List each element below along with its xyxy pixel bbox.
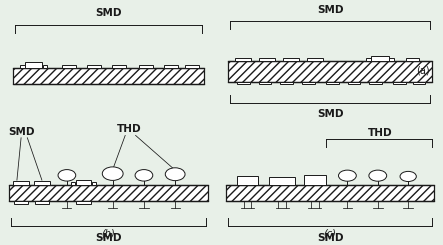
Ellipse shape <box>58 170 76 181</box>
Text: (b): (b) <box>101 229 116 239</box>
Bar <box>20 65 25 68</box>
Bar <box>259 82 271 84</box>
Bar <box>348 82 360 84</box>
Bar <box>92 182 96 185</box>
Bar <box>389 58 394 61</box>
Ellipse shape <box>165 168 185 181</box>
Bar <box>371 56 389 61</box>
Text: THD: THD <box>117 124 142 134</box>
Bar <box>139 65 153 68</box>
Ellipse shape <box>135 170 153 181</box>
Bar <box>14 201 28 204</box>
Bar <box>62 65 76 68</box>
Bar <box>366 58 371 61</box>
Bar <box>393 82 406 84</box>
Ellipse shape <box>102 167 123 180</box>
Bar <box>164 65 178 68</box>
Bar <box>34 181 50 185</box>
Bar <box>87 65 101 68</box>
Bar <box>71 182 75 185</box>
Text: SMD: SMD <box>317 109 343 119</box>
Bar <box>25 62 42 68</box>
Bar <box>43 65 47 68</box>
Bar <box>259 58 275 61</box>
Bar <box>228 61 432 82</box>
Text: (a): (a) <box>416 65 430 75</box>
Ellipse shape <box>338 170 356 181</box>
Bar <box>283 58 299 61</box>
Bar <box>13 68 204 84</box>
Bar <box>369 82 382 84</box>
Text: THD: THD <box>368 128 392 138</box>
Bar <box>406 58 419 61</box>
Text: SMD: SMD <box>317 233 343 243</box>
Bar <box>76 180 91 184</box>
Text: (c): (c) <box>323 229 337 239</box>
Bar <box>235 58 251 61</box>
Bar <box>8 185 209 201</box>
Text: SMD: SMD <box>95 8 122 18</box>
Bar <box>304 175 326 185</box>
Ellipse shape <box>400 172 416 182</box>
Bar <box>226 185 434 201</box>
Bar <box>302 82 315 84</box>
Bar <box>35 201 49 204</box>
Text: SMD: SMD <box>95 233 122 243</box>
Bar <box>237 176 258 185</box>
Bar <box>280 82 293 84</box>
Text: SMD: SMD <box>8 127 35 137</box>
Bar <box>269 177 295 185</box>
Bar <box>112 65 126 68</box>
Bar <box>13 181 29 185</box>
Bar <box>185 65 199 68</box>
Bar <box>307 58 323 61</box>
Text: SMD: SMD <box>317 5 343 15</box>
Ellipse shape <box>369 170 387 181</box>
Bar <box>326 82 338 84</box>
Bar <box>413 82 425 84</box>
Bar <box>237 82 249 84</box>
Bar <box>76 201 91 204</box>
